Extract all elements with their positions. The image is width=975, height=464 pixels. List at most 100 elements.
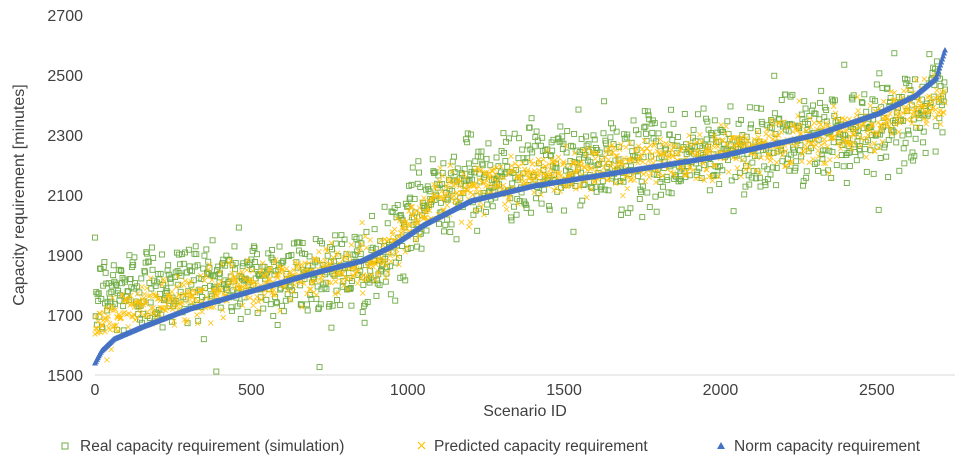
- real-point: [94, 291, 101, 298]
- legend-item-predicted: Predicted capacity requirement: [417, 438, 648, 455]
- real-point: [329, 302, 336, 309]
- predicted-point: [508, 153, 514, 160]
- real-point: [781, 150, 788, 157]
- real-point: [418, 245, 425, 252]
- predicted-point: [842, 116, 848, 123]
- real-point: [648, 153, 654, 160]
- real-point: [609, 125, 616, 132]
- real-point: [560, 140, 567, 147]
- predicted-point: [738, 173, 744, 179]
- predicted-point: [147, 292, 153, 299]
- real-point: [304, 301, 310, 308]
- real-point: [469, 176, 476, 183]
- x-axis-title: Scenario ID: [483, 403, 567, 420]
- real-point: [920, 128, 927, 135]
- real-point: [417, 184, 424, 191]
- predicted-point: [546, 161, 552, 167]
- predicted-point: [592, 155, 599, 162]
- predicted-point: [616, 146, 623, 152]
- real-point: [527, 209, 534, 216]
- real-point: [541, 186, 548, 193]
- predicted-point: [815, 153, 822, 160]
- predicted-point: [838, 141, 845, 148]
- real-point: [287, 282, 294, 289]
- predicted-point: [653, 179, 659, 186]
- predicted-point: [436, 194, 442, 201]
- real-point: [127, 276, 134, 283]
- predicted-point: [226, 260, 232, 267]
- predicted-point: [529, 161, 536, 167]
- real-point: [585, 141, 592, 148]
- predicted-point: [822, 139, 828, 146]
- predicted-point: [869, 122, 876, 128]
- real-point: [489, 203, 496, 210]
- norm-point: [941, 47, 948, 53]
- real-point: [102, 269, 109, 276]
- y-tick-label: 1500: [47, 368, 83, 385]
- real-point: [856, 143, 863, 149]
- predicted-point: [885, 117, 892, 124]
- real-point: [136, 289, 143, 296]
- predicted-point: [421, 195, 427, 201]
- real-point: [908, 154, 915, 161]
- predicted-point: [892, 96, 898, 103]
- real-point: [727, 103, 734, 110]
- real-point: [659, 183, 666, 190]
- real-point: [905, 127, 912, 134]
- real-point: [651, 120, 658, 127]
- predicted-point: [929, 98, 935, 105]
- predicted-point: [695, 147, 702, 154]
- predicted-point: [112, 306, 119, 313]
- predicted-point: [588, 186, 594, 192]
- predicted-point: [324, 248, 330, 254]
- predicted-point: [742, 166, 749, 173]
- real-point: [768, 117, 775, 123]
- predicted-point: [358, 241, 365, 247]
- real-point: [802, 105, 809, 112]
- real-point: [158, 251, 165, 258]
- real-point: [451, 153, 457, 160]
- predicted-point: [446, 179, 452, 185]
- real-point: [521, 200, 528, 207]
- real-point: [591, 179, 598, 185]
- real-point: [324, 252, 331, 259]
- real-point: [921, 111, 928, 118]
- real-point: [332, 232, 339, 239]
- predicted-point: [625, 173, 631, 179]
- real-point: [192, 243, 199, 250]
- predicted-point: [383, 274, 389, 281]
- predicted-point: [913, 77, 920, 83]
- real-point: [786, 167, 793, 174]
- real-point: [228, 304, 235, 311]
- real-point: [755, 128, 761, 135]
- predicted-point: [937, 107, 943, 114]
- real-point: [771, 72, 778, 79]
- predicted-point: [873, 130, 880, 136]
- real-point: [576, 149, 583, 156]
- real-point: [133, 283, 140, 290]
- predicted-point: [168, 293, 175, 300]
- predicted-point: [144, 285, 150, 292]
- predicted-point: [577, 182, 584, 188]
- predicted-point: [389, 231, 396, 238]
- predicted-point: [481, 211, 487, 218]
- real-point: [690, 126, 697, 133]
- real-point: [912, 135, 919, 142]
- predicted-point: [272, 292, 278, 298]
- real-point: [750, 168, 757, 175]
- real-point: [920, 139, 927, 146]
- predicted-point: [356, 249, 362, 255]
- real-point: [656, 143, 663, 150]
- real-point: [546, 206, 553, 213]
- real-point: [853, 157, 860, 164]
- legend-marker-norm: [717, 442, 725, 449]
- predicted-point: [461, 190, 467, 196]
- real-point: [112, 280, 119, 287]
- predicted-point: [848, 146, 855, 152]
- x-tick-label: 500: [238, 382, 265, 399]
- real-point: [578, 169, 584, 176]
- predicted-point: [768, 154, 774, 161]
- real-point: [660, 121, 667, 128]
- real-point: [883, 153, 890, 160]
- real-point: [912, 76, 918, 83]
